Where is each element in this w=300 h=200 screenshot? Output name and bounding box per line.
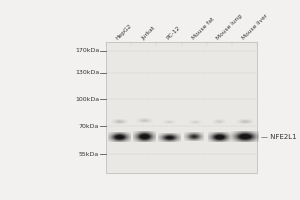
Text: PC-12: PC-12: [166, 25, 181, 41]
Text: HepG2: HepG2: [115, 23, 133, 41]
Text: Mouse liver: Mouse liver: [241, 13, 269, 41]
Text: 70kDa: 70kDa: [79, 124, 99, 129]
Text: — NFE2L1: — NFE2L1: [261, 134, 296, 140]
Text: Mouse lung: Mouse lung: [216, 13, 244, 41]
Text: Mouse fat: Mouse fat: [191, 17, 215, 41]
Text: Jurkat: Jurkat: [140, 25, 156, 41]
Bar: [106, 42, 257, 173]
Text: 170kDa: 170kDa: [75, 48, 99, 53]
Text: 55kDa: 55kDa: [79, 152, 99, 157]
Text: 130kDa: 130kDa: [75, 70, 99, 75]
Text: 100kDa: 100kDa: [75, 97, 99, 102]
